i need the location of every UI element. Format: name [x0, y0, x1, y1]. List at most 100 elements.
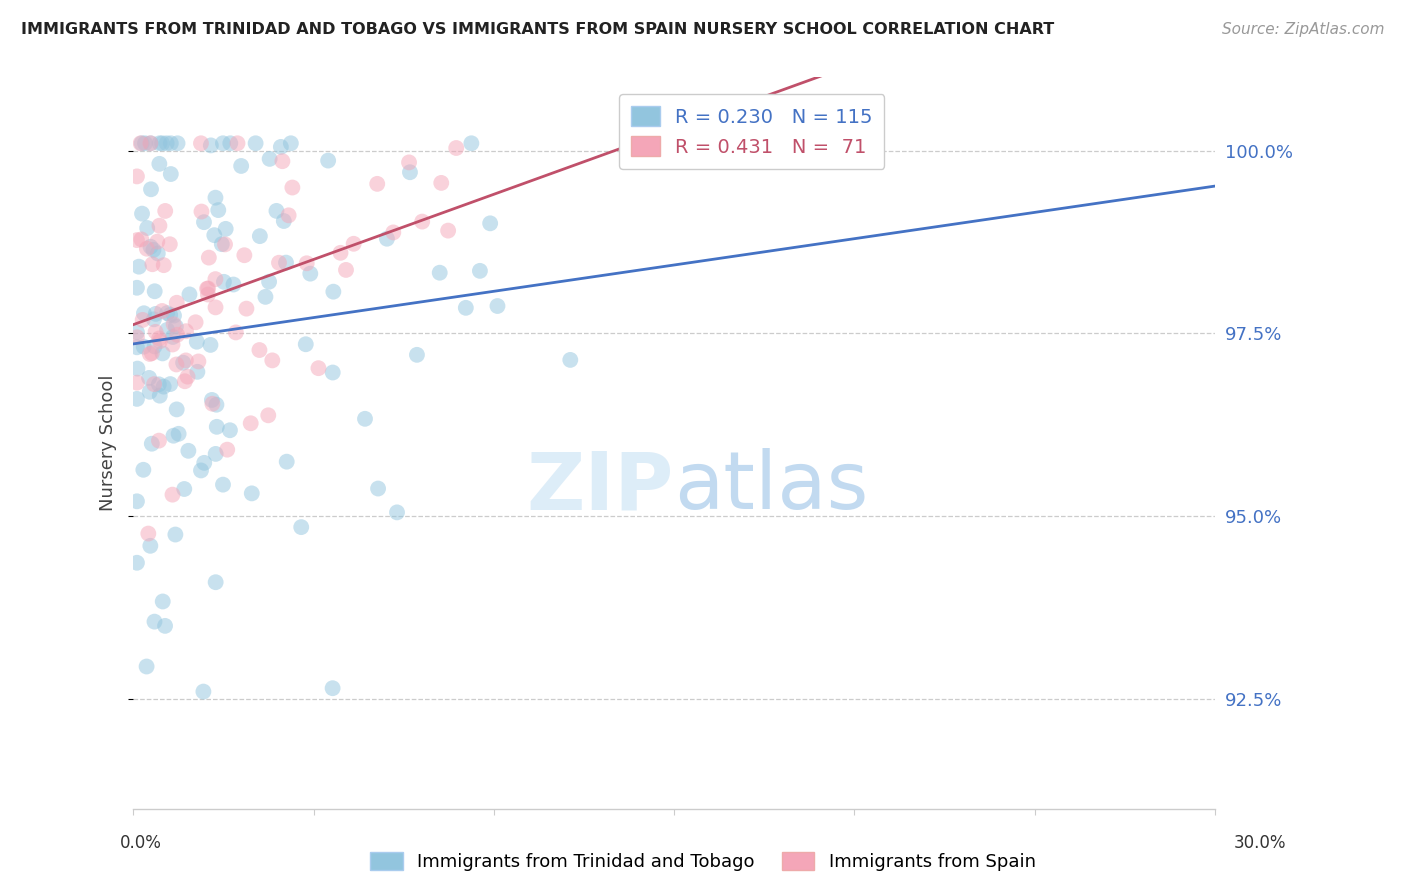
Point [204, 447, 226, 461]
Point [142, 243, 165, 257]
Point [165, 358, 187, 372]
Point [143, 615, 166, 629]
Point [200, 338, 222, 352]
Point [190, 136, 212, 151]
Point [179, 287, 201, 301]
Point [186, 334, 208, 349]
Point [149, 334, 172, 348]
Point [131, 313, 153, 327]
Point [366, 177, 388, 191]
Point [354, 412, 377, 426]
Point [149, 389, 172, 403]
Point [166, 295, 188, 310]
Point [131, 136, 153, 151]
Point [131, 207, 153, 221]
Point [367, 482, 389, 496]
Point [132, 306, 155, 320]
Point [219, 136, 242, 151]
Point [437, 224, 460, 238]
Point [245, 136, 267, 151]
Point [240, 486, 263, 500]
Point [316, 153, 339, 168]
Point [257, 275, 280, 289]
Point [148, 331, 170, 345]
Point [141, 257, 163, 271]
Point [429, 266, 451, 280]
Point [143, 339, 166, 353]
Point [156, 323, 179, 337]
Point [132, 340, 155, 354]
Legend: R = 0.230   N = 115, R = 0.431   N =  71: R = 0.230 N = 115, R = 0.431 N = 71 [619, 95, 884, 169]
Point [148, 136, 170, 151]
Point [197, 287, 219, 301]
Point [233, 248, 256, 262]
Point [193, 684, 215, 698]
Point [174, 353, 197, 368]
Point [152, 379, 174, 393]
Point [176, 369, 198, 384]
Point [150, 304, 173, 318]
Point [190, 463, 212, 477]
Point [167, 426, 190, 441]
Point [343, 236, 366, 251]
Point [266, 203, 288, 218]
Point [145, 325, 167, 339]
Point [307, 361, 329, 376]
Point [274, 255, 297, 269]
Point [299, 267, 322, 281]
Point [382, 226, 405, 240]
Point [159, 167, 181, 181]
Point [143, 285, 166, 299]
Point [172, 356, 194, 370]
Point [201, 392, 224, 407]
Point [139, 347, 162, 361]
Point [150, 136, 173, 151]
Point [254, 290, 277, 304]
Point [202, 228, 225, 243]
Point [139, 136, 162, 151]
Point [262, 353, 284, 368]
Point [322, 285, 344, 299]
Point [125, 376, 148, 390]
Point [454, 301, 477, 315]
Point [249, 343, 271, 357]
Point [174, 324, 197, 338]
Point [201, 397, 224, 411]
Point [125, 494, 148, 508]
Point [135, 659, 157, 673]
Point [193, 215, 215, 229]
Point [131, 232, 153, 246]
Point [186, 365, 208, 379]
Point [177, 443, 200, 458]
Point [486, 299, 509, 313]
Point [204, 301, 226, 315]
Point [139, 136, 162, 151]
Point [257, 409, 280, 423]
Point [444, 141, 467, 155]
Point [139, 240, 162, 254]
Point [322, 681, 344, 696]
Point [219, 423, 242, 437]
Point [125, 392, 148, 406]
Point [399, 165, 422, 179]
Point [129, 136, 152, 151]
Point [212, 275, 235, 289]
Point [136, 526, 159, 541]
Point [162, 428, 184, 442]
Point [217, 442, 239, 457]
Point [162, 337, 184, 351]
Point [135, 242, 157, 256]
Point [204, 191, 226, 205]
Point [198, 251, 221, 265]
Point [398, 155, 420, 169]
Point [146, 246, 169, 260]
Point [329, 245, 352, 260]
Point [295, 256, 318, 270]
Point [190, 204, 212, 219]
Point [460, 136, 482, 151]
Point [165, 319, 187, 334]
Point [165, 527, 187, 541]
Point [163, 309, 186, 323]
Point [166, 327, 188, 342]
Point [156, 136, 179, 151]
